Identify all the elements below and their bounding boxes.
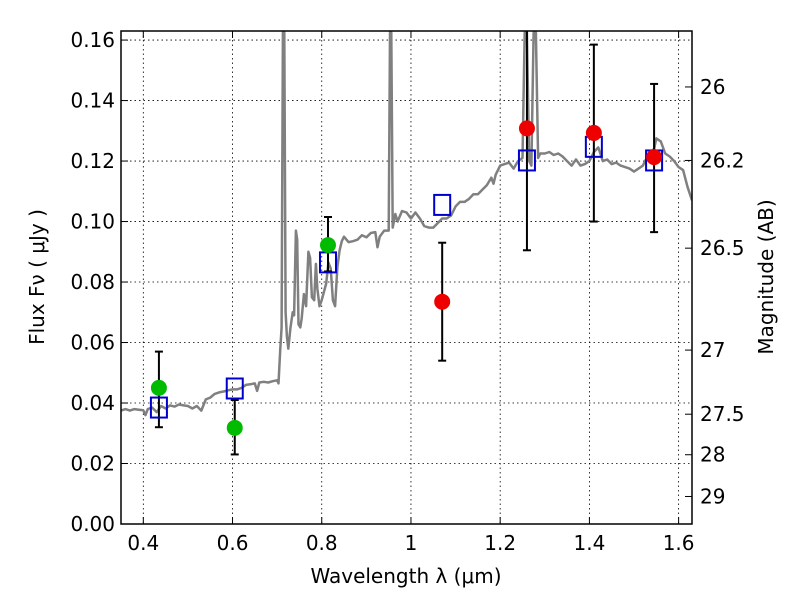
observed-point-optical	[319, 237, 336, 254]
right-tick-label: 27	[700, 338, 725, 362]
right-axis-title: Magnitude (AB)	[754, 199, 778, 354]
model-square	[149, 396, 168, 419]
y-tick-label: 0.16	[70, 28, 115, 52]
right-tick-label: 26.2	[700, 148, 745, 172]
x-tick-label: 0.4	[127, 531, 159, 555]
grid-lines	[121, 31, 692, 525]
y-tick-label: 0.12	[70, 149, 115, 173]
spectrum-line	[121, 31, 692, 417]
x-tick-label: 1.2	[484, 531, 516, 555]
x-tick-label: 1	[405, 531, 418, 555]
observed-point-nir	[518, 120, 535, 137]
observed-point-nir	[646, 149, 663, 166]
observed-point-optical	[150, 379, 167, 396]
y-tick-label: 0.02	[70, 452, 115, 476]
y-axis-title: Flux Fν ( μJy )	[25, 209, 49, 345]
right-tick-label: 29	[700, 484, 725, 508]
model-square	[225, 377, 244, 400]
plot-frame	[120, 30, 693, 525]
right-tick-label: 26.5	[700, 236, 745, 260]
y-tick-label: 0.06	[70, 331, 115, 355]
observed-point-nir	[434, 293, 451, 310]
right-tick-label: 28	[700, 443, 725, 467]
model-square	[433, 193, 452, 216]
x-tick-label: 0.6	[217, 531, 249, 555]
y-tick-label: 0.14	[70, 89, 115, 113]
x-axis-title: Wavelength λ (μm)	[310, 564, 501, 588]
y-tick-label: 0.08	[70, 270, 115, 294]
right-tick-label: 27.5	[700, 402, 745, 426]
y-tick-label: 0.04	[70, 391, 115, 415]
y-tick-label: 0.00	[70, 512, 115, 536]
x-tick-label: 1.4	[573, 531, 605, 555]
observed-point-optical	[226, 419, 243, 436]
x-tick-label: 1.6	[663, 531, 695, 555]
axis-layer: 0.4 0.6 0.8 1 1.2 1.4 1.6 0.00 0.02 0.04 0.06 0.08 0…	[70, 28, 744, 555]
y-tick-label: 0.10	[70, 210, 115, 234]
spectrum-layer	[121, 31, 692, 417]
model-square	[517, 149, 536, 172]
x-tick-label: 0.8	[306, 531, 338, 555]
right-tick-label: 26	[700, 75, 725, 99]
observed-point-nir	[585, 124, 602, 141]
marker-layer	[149, 31, 664, 456]
